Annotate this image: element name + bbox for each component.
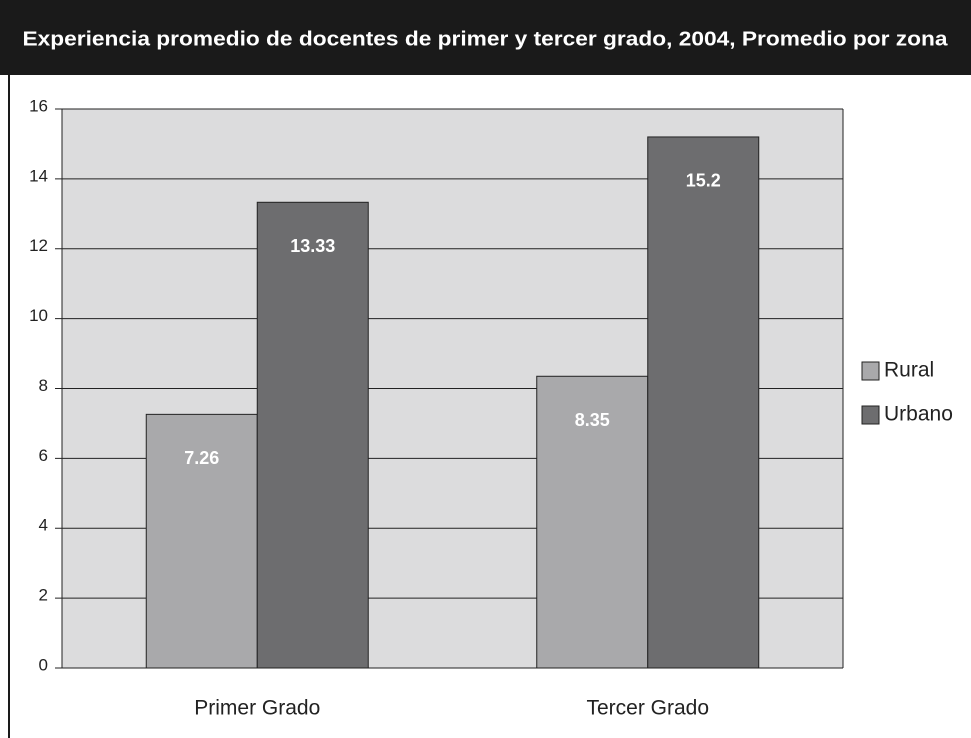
- bar: [256, 201, 369, 669]
- y-tick-label: 12: [29, 236, 48, 255]
- x-tick-label: Primer Grado: [194, 697, 320, 720]
- y-tick-label: 16: [29, 96, 48, 115]
- y-tick-label: 4: [39, 516, 48, 535]
- data-label: 7.26: [184, 448, 219, 468]
- x-tick-label: Tercer Grado: [586, 697, 709, 720]
- y-tick-label: 8: [39, 376, 48, 395]
- data-label: 8.35: [575, 410, 610, 430]
- bar: [647, 136, 760, 669]
- y-tick-label: 10: [29, 306, 48, 325]
- legend-label: Rural: [884, 359, 934, 382]
- data-label: 13.33: [290, 236, 335, 256]
- legend-swatch: [861, 361, 880, 381]
- legend-label: Urbano: [884, 403, 953, 426]
- bar: [536, 375, 649, 669]
- y-tick-label: 2: [39, 586, 48, 605]
- y-tick-label: 14: [29, 166, 48, 185]
- chart-title: Experiencia promedio de docentes de prim…: [23, 28, 949, 50]
- title-bar: [0, 0, 971, 75]
- legend-swatch: [861, 405, 880, 425]
- data-label: 15.2: [686, 171, 721, 191]
- y-tick-label: 0: [39, 655, 48, 674]
- y-tick-label: 6: [39, 446, 48, 465]
